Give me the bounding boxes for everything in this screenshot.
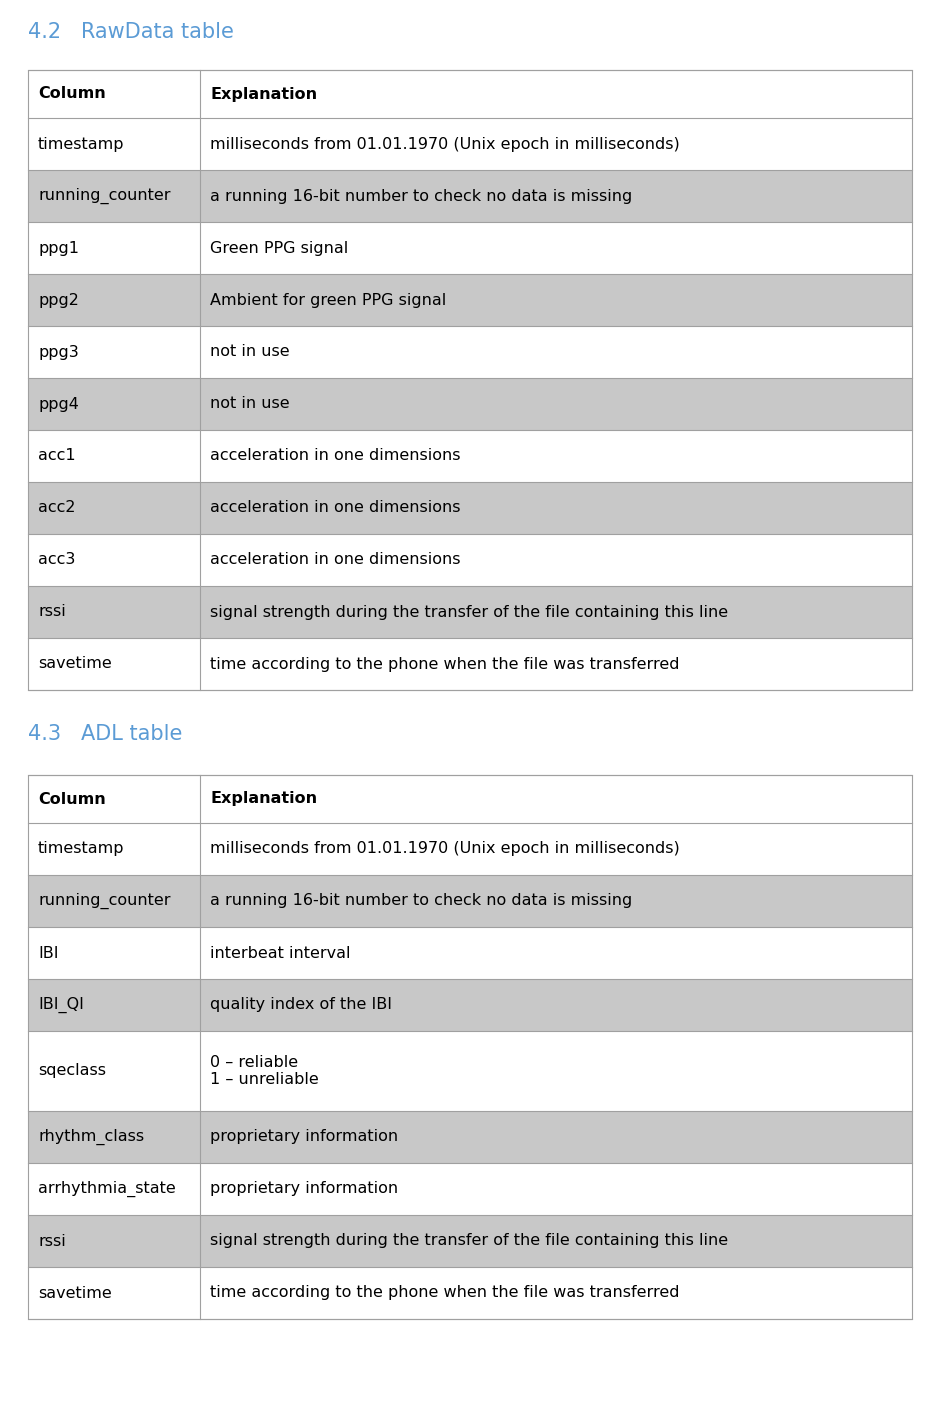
Text: time according to the phone when the file was transferred: time according to the phone when the fil…	[210, 1285, 680, 1301]
Text: rhythm_class: rhythm_class	[38, 1129, 144, 1145]
Text: a running 16-bit number to check no data is missing: a running 16-bit number to check no data…	[210, 894, 633, 909]
Bar	[28, 875, 912, 927]
Bar	[28, 70, 912, 690]
Text: not in use: not in use	[210, 345, 290, 359]
Text: timestamp: timestamp	[38, 842, 124, 856]
Text: acceleration in one dimensions: acceleration in one dimensions	[210, 449, 461, 463]
Text: acc2: acc2	[38, 501, 75, 515]
Text: acc3: acc3	[38, 553, 75, 567]
Bar	[28, 1111, 912, 1163]
Bar	[28, 222, 912, 274]
Bar	[28, 1031, 912, 1111]
Bar	[28, 1267, 912, 1319]
Text: time according to the phone when the file was transferred: time according to the phone when the fil…	[210, 657, 680, 672]
Bar	[28, 483, 912, 535]
Bar	[28, 429, 912, 483]
Bar	[28, 1215, 912, 1267]
Bar	[28, 927, 912, 979]
Text: milliseconds from 01.01.1970 (Unix epoch in milliseconds): milliseconds from 01.01.1970 (Unix epoch…	[210, 136, 680, 152]
Text: Column: Column	[38, 87, 105, 101]
Text: IBI: IBI	[38, 946, 58, 961]
Text: savetime: savetime	[38, 1285, 112, 1301]
Bar	[28, 70, 912, 118]
Text: proprietary information: proprietary information	[210, 1181, 399, 1197]
Text: signal strength during the transfer of the file containing this line: signal strength during the transfer of t…	[210, 605, 728, 620]
Text: 0 – reliable
1 – unreliable: 0 – reliable 1 – unreliable	[210, 1055, 319, 1087]
Text: not in use: not in use	[210, 397, 290, 411]
Text: 4.3   ADL table: 4.3 ADL table	[28, 724, 182, 744]
Bar	[28, 170, 912, 222]
Text: timestamp: timestamp	[38, 136, 124, 152]
Text: sqeclass: sqeclass	[38, 1063, 106, 1079]
Text: arrhythmia_state: arrhythmia_state	[38, 1181, 176, 1197]
Text: ppg1: ppg1	[38, 240, 79, 255]
Text: running_counter: running_counter	[38, 188, 170, 203]
Bar	[28, 377, 912, 429]
Bar	[28, 586, 912, 638]
Text: milliseconds from 01.01.1970 (Unix epoch in milliseconds): milliseconds from 01.01.1970 (Unix epoch…	[210, 842, 680, 856]
Text: IBI_QI: IBI_QI	[38, 998, 84, 1013]
Text: Explanation: Explanation	[210, 87, 317, 101]
Text: 4.2   RawData table: 4.2 RawData table	[28, 22, 234, 42]
Text: rssi: rssi	[38, 605, 66, 620]
Text: interbeat interval: interbeat interval	[210, 946, 351, 961]
Bar	[28, 824, 912, 875]
Text: ppg4: ppg4	[38, 397, 79, 411]
Bar	[28, 325, 912, 377]
Text: ppg3: ppg3	[38, 345, 79, 359]
Bar	[28, 979, 912, 1031]
Text: acceleration in one dimensions: acceleration in one dimensions	[210, 553, 461, 567]
Bar	[28, 274, 912, 325]
Text: Green PPG signal: Green PPG signal	[210, 240, 348, 255]
Text: acc1: acc1	[38, 449, 75, 463]
Text: running_counter: running_counter	[38, 892, 170, 909]
Text: ppg2: ppg2	[38, 292, 79, 307]
Text: rssi: rssi	[38, 1233, 66, 1249]
Bar	[28, 774, 912, 1319]
Text: proprietary information: proprietary information	[210, 1129, 399, 1145]
Bar	[28, 1163, 912, 1215]
Bar	[28, 774, 912, 824]
Text: Ambient for green PPG signal: Ambient for green PPG signal	[210, 292, 446, 307]
Bar	[28, 118, 912, 170]
Text: a running 16-bit number to check no data is missing: a running 16-bit number to check no data…	[210, 188, 633, 203]
Text: quality index of the IBI: quality index of the IBI	[210, 998, 392, 1013]
Text: acceleration in one dimensions: acceleration in one dimensions	[210, 501, 461, 515]
Text: signal strength during the transfer of the file containing this line: signal strength during the transfer of t…	[210, 1233, 728, 1249]
Text: savetime: savetime	[38, 657, 112, 672]
Bar	[28, 535, 912, 586]
Text: Explanation: Explanation	[210, 791, 317, 807]
Bar	[28, 638, 912, 690]
Text: Column: Column	[38, 791, 105, 807]
